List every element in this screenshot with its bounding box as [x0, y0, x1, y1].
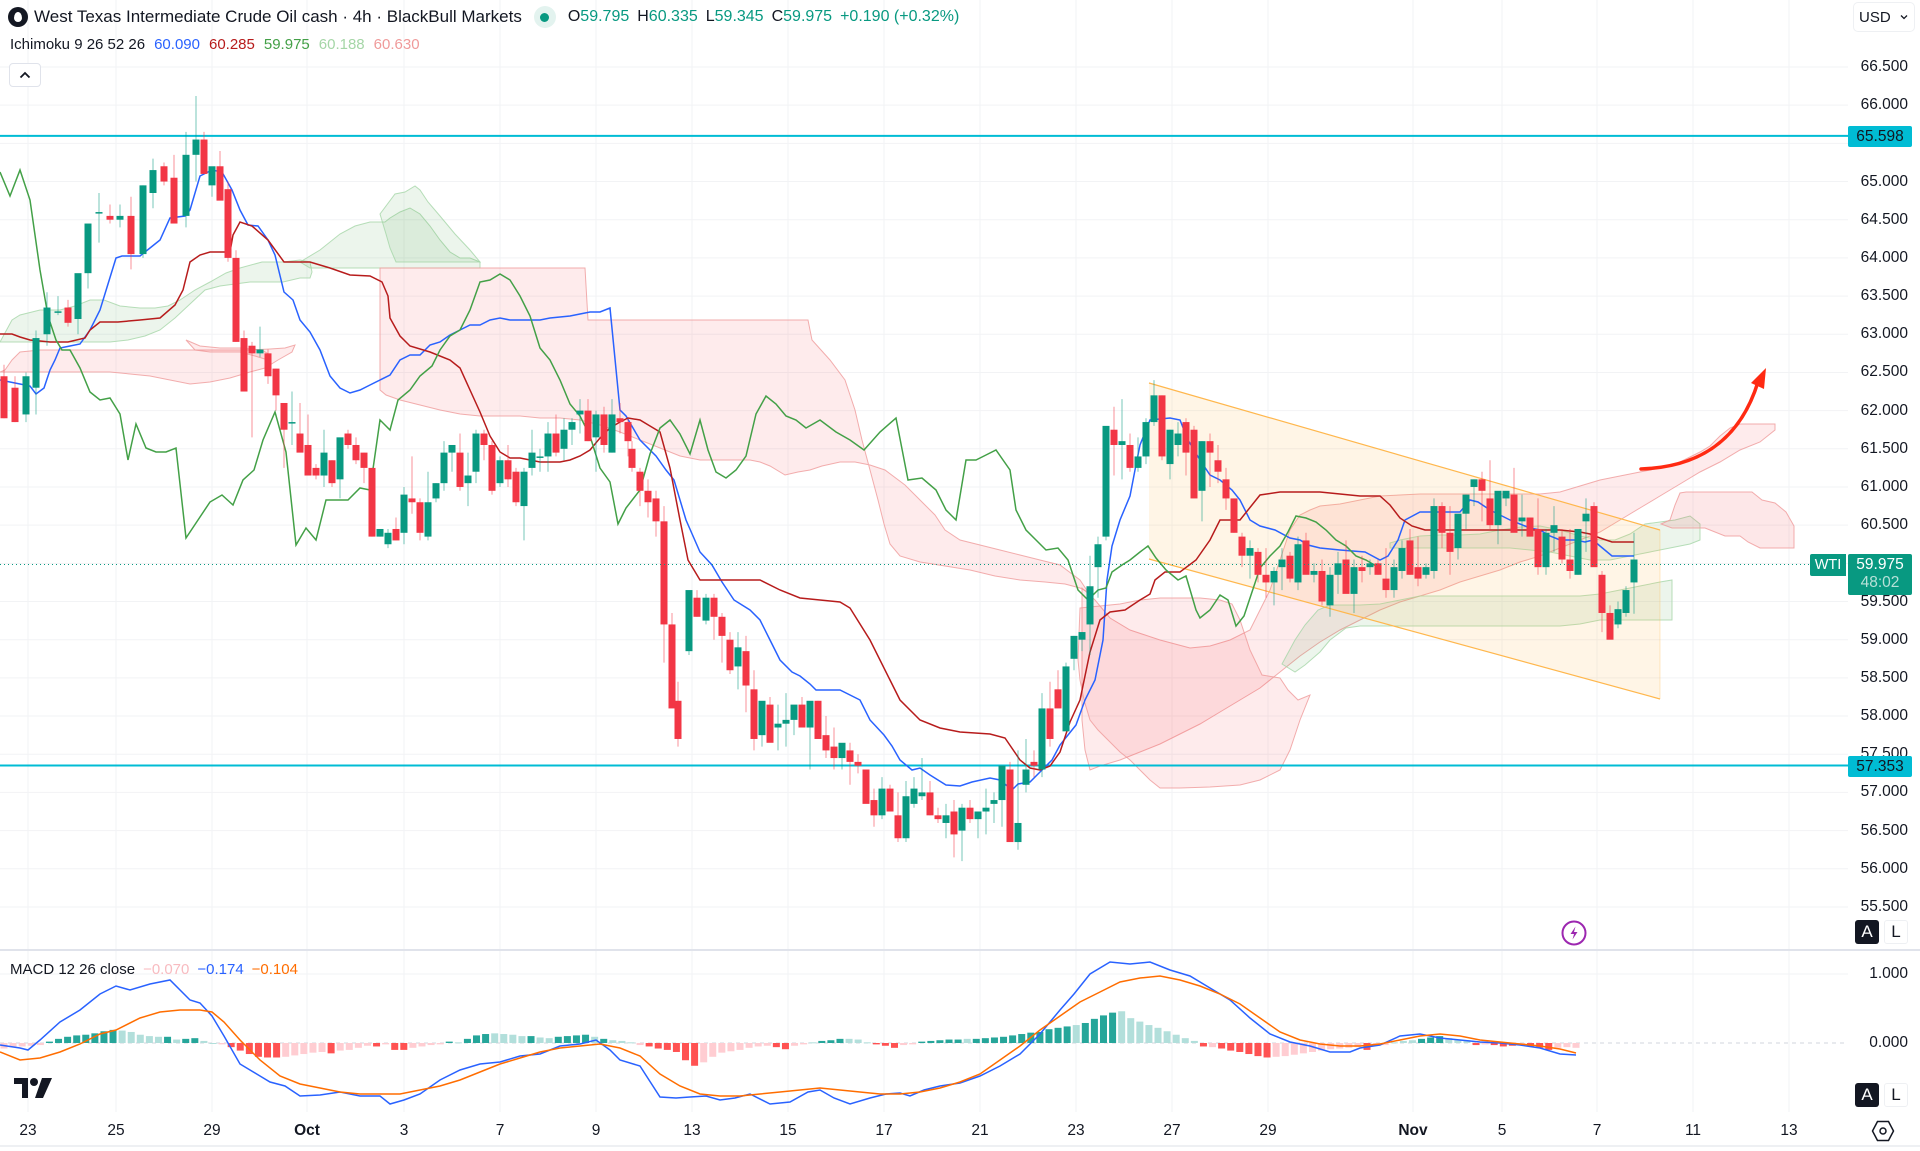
price-axis-label: 62.000 [1860, 401, 1908, 419]
price-axis-label: 57.000 [1860, 783, 1908, 801]
price-axis-label: 60.500 [1860, 516, 1908, 534]
price-axis-label: 64.000 [1860, 248, 1908, 266]
candlesticks [0, 96, 1638, 862]
ichimoku-name: Ichimoku 9 26 52 26 [10, 36, 146, 53]
oil-drop-icon [8, 7, 28, 27]
market-status-icon[interactable] [533, 6, 556, 28]
time-axis-label: 7 [1592, 1122, 1602, 1139]
macd-axis-label: 0.000 [1869, 1034, 1908, 1051]
symbol-price-tag: WTI [1810, 554, 1846, 576]
auto-scale-button[interactable]: A [1855, 920, 1879, 944]
macd-name: MACD 12 26 close [10, 961, 136, 978]
price-axis-label: 64.500 [1860, 210, 1908, 228]
support-price-tag: 57.353 [1848, 756, 1912, 777]
chikou-value: 59.975 [263, 36, 310, 53]
time-axis-label: 25 [107, 1122, 125, 1139]
currency-label: USD [1859, 8, 1891, 26]
time-axis-label: 29 [1259, 1122, 1277, 1139]
bullish-arrow-annotation [1639, 368, 1766, 471]
ichimoku-lines [0, 167, 1634, 792]
ichimoku-legend[interactable]: Ichimoku 9 26 52 26 60.090 60.285 59.975… [10, 36, 420, 53]
macd-line-value: −0.174 [197, 961, 244, 978]
ohlc-values: O59.795 H60.335 L59.345 C59.975 +0.190 (… [567, 8, 960, 25]
price-axis-label: 58.000 [1860, 707, 1908, 725]
price-axis-label: 59.500 [1860, 592, 1908, 610]
resistance-price-tag: 65.598 [1848, 126, 1912, 147]
last-price-tag: 59.975 48:02 [1848, 554, 1912, 595]
time-axis-label: 29 [203, 1122, 221, 1139]
time-axis-label: Oct [294, 1122, 320, 1139]
support-resistance-lines [0, 134, 1848, 767]
time-axis-label: 5 [1497, 1122, 1507, 1139]
price-axis-label: 66.500 [1860, 58, 1908, 75]
macd-legend[interactable]: MACD 12 26 close −0.070 −0.174 −0.104 [10, 961, 298, 978]
macd-axis-label: 1.000 [1869, 965, 1908, 982]
time-axis-label: 21 [971, 1122, 989, 1139]
time-axis-label: 15 [779, 1122, 797, 1139]
macd-log-scale-button[interactable]: L [1884, 1083, 1908, 1107]
macd-pane [0, 961, 1580, 1105]
time-axis-label: 9 [591, 1122, 601, 1139]
price-axis-label: 62.500 [1860, 363, 1908, 381]
tradingview-logo[interactable] [14, 1078, 52, 1098]
time-axis-label: 27 [1163, 1122, 1181, 1139]
time-axis-label: 17 [875, 1122, 893, 1139]
time-axis-label: 23 [1067, 1122, 1085, 1139]
tenkan-value: 60.090 [154, 36, 200, 53]
last-price-value: 59.975 [1856, 556, 1904, 573]
price-axis-label: 61.500 [1860, 439, 1908, 457]
macd-histogram-value: −0.070 [143, 961, 190, 978]
chevron-up-icon [19, 71, 31, 79]
bar-countdown: 48:02 [1860, 574, 1900, 591]
log-scale-button[interactable]: L [1884, 920, 1908, 944]
settings-icon[interactable] [1871, 1120, 1895, 1142]
time-axis-label: 13 [1780, 1122, 1798, 1139]
ichimoku-kumo [0, 185, 1795, 789]
descending-channel [1148, 382, 1661, 700]
lightning-icon[interactable] [1561, 920, 1587, 946]
senkou-b-value: 60.630 [373, 36, 420, 53]
kijun-value: 60.285 [208, 36, 255, 53]
price-axis-label: 59.000 [1860, 630, 1908, 648]
price-axis-label: 65.000 [1860, 172, 1908, 190]
time-axis-label: 3 [399, 1122, 409, 1139]
symbol-title[interactable]: West Texas Intermediate Crude Oil cash ·… [34, 7, 522, 26]
collapse-indicators-button[interactable] [9, 63, 41, 87]
currency-selector[interactable]: USD [1853, 2, 1915, 32]
price-axis-label: 55.500 [1860, 897, 1908, 915]
senkou-a-value: 60.188 [318, 36, 365, 53]
price-axis-label: 61.000 [1860, 477, 1908, 495]
time-axis-label: 13 [683, 1122, 701, 1139]
macd-auto-scale-button[interactable]: A [1855, 1083, 1879, 1107]
price-axis-label: 63.500 [1860, 287, 1908, 305]
time-axis-label: 11 [1684, 1122, 1702, 1139]
time-axis-label: 23 [19, 1122, 37, 1139]
time-axis-label: Nov [1398, 1122, 1428, 1139]
price-axis-label: 56.500 [1860, 821, 1908, 839]
chevron-down-icon [1900, 15, 1908, 20]
macd-signal-value: −0.104 [251, 961, 298, 978]
chart-header: West Texas Intermediate Crude Oil cash ·… [8, 6, 959, 28]
time-axis-label: 7 [495, 1122, 505, 1139]
price-axis-label: 63.000 [1860, 325, 1908, 343]
change-value: +0.190 (+0.32%) [840, 8, 960, 25]
price-axis-label: 58.500 [1860, 668, 1908, 686]
price-axis-label: 66.000 [1860, 96, 1908, 114]
price-axis-label: 56.000 [1860, 859, 1908, 877]
